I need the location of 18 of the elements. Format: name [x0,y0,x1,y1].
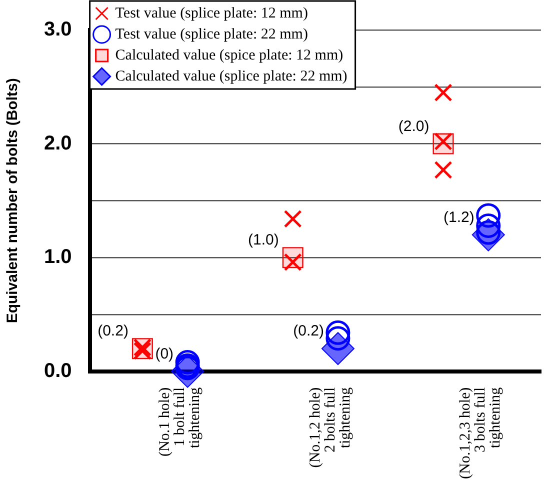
data-label: (0.2) [293,322,324,340]
data-label: (2.0) [398,118,430,135]
y-tick-label: 3.0 [44,18,72,41]
data-label: (1.2) [444,208,474,226]
y-axis-title: Equivalent number of bolts (Bolts) [4,78,22,324]
legend-label: Test value (splice plate: 22 mm) [115,26,308,42]
y-tick-label: 1.0 [44,246,72,268]
legend-label: Calculated value (spice plate: 12 mm) [115,47,344,64]
data-label: (0) [155,345,174,362]
x-tick-label: (No.1,2 hole) 2 bolts full tightening [307,386,354,468]
data-label: (0.2) [98,322,128,340]
x-tick-label: (No.1 hole) 1 bolt full tightening [156,386,203,457]
data-label: (1.0) [248,232,279,249]
y-tick-label: 0.0 [44,360,72,382]
legend-label: Calculated value (splice plate: 22 mm) [115,68,348,84]
y-tick-label: 2.0 [44,132,72,154]
legend-label: Test value (splice plate: 12 mm) [115,5,308,22]
x-tick-label: (No.1,2,3 hole) 3 bolts full tightening [458,386,504,480]
